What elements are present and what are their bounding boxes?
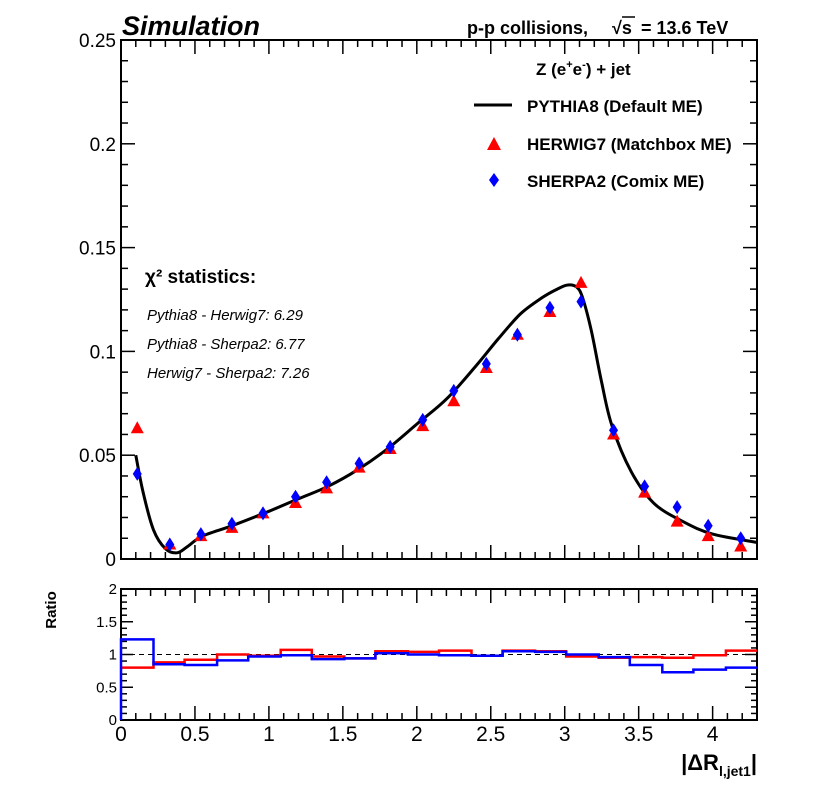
sherpa-point xyxy=(545,300,555,315)
process-label: Z (e+e-) + jet xyxy=(536,59,631,79)
sherpa-point xyxy=(736,531,746,546)
process-sup-plus: + xyxy=(566,59,572,71)
legend: PYTHIA8 (Default ME) HERWIG7 (Matchbox M… xyxy=(474,97,732,191)
ratio-x-tick-label: 4 xyxy=(707,723,719,746)
sherpa-point xyxy=(258,506,268,521)
sherpa-point xyxy=(481,356,491,371)
ratio-y-tick-label: 0 xyxy=(109,712,117,729)
sherpa-ratio-step xyxy=(119,638,757,720)
ratio-x-tick-label: 2.5 xyxy=(476,723,505,746)
process-prefix: Z (e xyxy=(536,60,566,79)
main-x-ticks xyxy=(120,40,743,559)
herwig-ratio-step xyxy=(121,648,757,669)
energy-value: = 13.6 TeV xyxy=(641,18,728,38)
energy-sqrt: √s xyxy=(612,18,632,38)
herwig-point xyxy=(130,421,144,434)
sherpa-point xyxy=(609,423,619,438)
sherpa-point xyxy=(354,456,364,471)
x-axis-title: |ΔRl,jet1| xyxy=(681,750,757,779)
ratio-x-axis: 0 0.5 1 1.5 2 2.5 3 3.5 4 xyxy=(115,589,743,746)
herwig-point xyxy=(447,394,461,407)
ratio-y-tick-label: 2 xyxy=(109,581,117,598)
process-sup-minus: - xyxy=(582,59,586,71)
legend-pythia-label: PYTHIA8 (Default ME) xyxy=(527,97,703,116)
ratio-x-tick-label: 0.5 xyxy=(180,723,209,746)
simulation-label: Simulation xyxy=(122,11,260,41)
legend-herwig-triangle-icon xyxy=(487,137,501,150)
main-y-axis: 0 0.05 0.1 0.15 0.2 0.25 xyxy=(79,31,757,571)
energy-header: p-p collisions, √s = 13.6 TeV xyxy=(467,16,728,38)
process-suffix: ) + jet xyxy=(586,60,631,79)
ratio-y-tick-label: 1.5 xyxy=(96,614,117,631)
main-y-tick-label: 0.1 xyxy=(90,342,116,363)
x-axis-title-main: |ΔR xyxy=(681,750,719,775)
main-y-tick-label: 0.25 xyxy=(79,31,116,52)
sherpa-point xyxy=(512,327,522,342)
process-mid: e xyxy=(573,60,582,79)
x-axis-title-subscript: l,jet1 xyxy=(719,763,751,779)
sherpa-point xyxy=(672,500,682,515)
herwig-point xyxy=(701,529,715,542)
main-series-layer xyxy=(130,275,758,555)
ratio-axis-label: Ratio xyxy=(43,591,60,629)
sherpa-point xyxy=(385,439,395,454)
legend-sherpa-diamond-icon xyxy=(489,173,499,187)
sherpa-point xyxy=(640,479,650,494)
main-y-tick-label: 0.15 xyxy=(79,239,116,260)
x-axis-title-suffix: | xyxy=(751,750,757,775)
sherpa-point xyxy=(227,516,237,531)
herwig-point xyxy=(574,275,588,288)
sherpa-point xyxy=(196,527,206,542)
energy-text: p-p collisions, xyxy=(467,18,588,38)
sherpa-point xyxy=(576,294,586,309)
ratio-y-axis: 0 0.5 1 1.5 2 xyxy=(96,581,757,729)
chi2-line: Pythia8 - Herwig7: 6.29 xyxy=(147,307,304,324)
main-y-tick-label: 0 xyxy=(105,550,116,571)
chi2-title: χ² statistics: xyxy=(145,267,256,288)
pythia-curve xyxy=(134,283,758,555)
legend-herwig-label: HERWIG7 (Matchbox ME) xyxy=(527,135,732,154)
ratio-x-tick-label: 1 xyxy=(263,723,275,746)
chi2-statistics: χ² statistics: Pythia8 - Herwig7: 6.29 P… xyxy=(145,267,310,382)
sherpa-point xyxy=(165,537,175,552)
ratio-x-tick-label: 3.5 xyxy=(624,723,653,746)
sherpa-point xyxy=(291,489,301,504)
ratio-x-tick-label: 0 xyxy=(115,723,127,746)
ratio-series-layer xyxy=(119,638,757,720)
sherpa-point xyxy=(418,412,428,427)
legend-sherpa-label: SHERPA2 (Comix ME) xyxy=(527,172,704,191)
sherpa-point xyxy=(132,466,142,481)
svg-text:Z (e+e-) + jet: Z (e+e-) + jet xyxy=(536,59,631,79)
chi2-line: Pythia8 - Sherpa2: 6.77 xyxy=(147,336,305,353)
sherpa-point xyxy=(449,383,459,398)
chi2-line: Herwig7 - Sherpa2: 7.26 xyxy=(147,365,310,382)
main-plot-frame xyxy=(120,39,758,560)
ratio-x-tick-label: 3 xyxy=(559,723,571,746)
herwig-point xyxy=(670,514,684,527)
ratio-y-tick-label: 1 xyxy=(109,647,117,664)
ratio-y-tick-label: 0.5 xyxy=(96,679,117,696)
sherpa-point xyxy=(703,518,713,533)
ratio-x-tick-label: 1.5 xyxy=(328,723,357,746)
herwig-point xyxy=(734,539,748,552)
ratio-x-tick-label: 2 xyxy=(411,723,423,746)
main-y-tick-label: 0.2 xyxy=(90,135,116,156)
sherpa-point xyxy=(322,475,332,490)
main-y-tick-label: 0.05 xyxy=(79,446,116,467)
svg-text:|ΔRl,jet1|: |ΔRl,jet1| xyxy=(681,750,757,779)
